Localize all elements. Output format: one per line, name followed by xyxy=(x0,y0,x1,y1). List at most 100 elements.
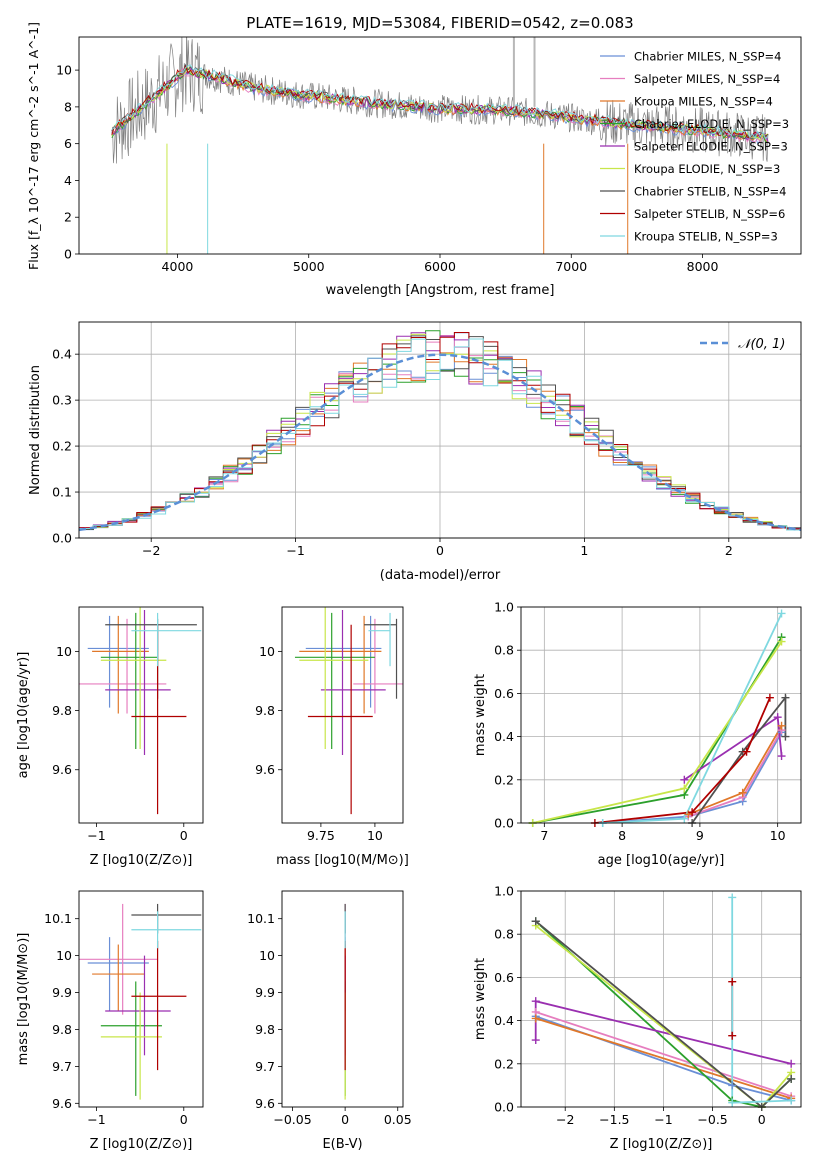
x-tick-label: 0 xyxy=(341,1112,349,1127)
legend-entry: Chabrier ELODIE, N_SSP=3 xyxy=(634,117,789,131)
y-tick-label: 0.2 xyxy=(52,439,72,454)
weight-marker xyxy=(777,752,786,761)
y-tick-label: 4 xyxy=(64,173,72,188)
y-tick-label: 9.6 xyxy=(255,762,275,777)
y-tick-label: 9.9 xyxy=(52,985,72,1000)
plot-area xyxy=(79,330,801,532)
axes-frame xyxy=(78,890,204,1108)
y-tick-label: 10.1 xyxy=(247,911,275,926)
y-tick-label: 10 xyxy=(259,948,275,963)
y-tick-label: 9.9 xyxy=(255,985,275,1000)
panel-age_vs_mass: 9.75 10 9.6 9.8 10 mass [log10(M/M⊙)] xyxy=(255,606,409,868)
weight-marker xyxy=(787,1059,796,1068)
weight-line xyxy=(535,920,792,1107)
y-tick-label: 0.2 xyxy=(494,1056,514,1071)
x-axis-label: E(B-V) xyxy=(322,1137,362,1152)
y-tick-label: 0.0 xyxy=(494,816,514,831)
x-tick-label: 7000 xyxy=(555,259,587,274)
weight-line xyxy=(602,731,783,823)
weight-marker xyxy=(728,893,737,902)
y-tick-label: 0.1 xyxy=(52,485,72,500)
weight-marker xyxy=(742,747,751,756)
weight-line xyxy=(535,1017,792,1100)
y-tick-label: 0.4 xyxy=(494,729,514,744)
weight-marker xyxy=(777,609,786,618)
weight-marker xyxy=(531,917,540,926)
axes-frame xyxy=(281,606,404,824)
plot-area xyxy=(111,37,769,254)
y-tick-label: 10 xyxy=(56,948,72,963)
x-tick-label: 5000 xyxy=(293,259,325,274)
x-tick-label: 0 xyxy=(180,1112,188,1127)
legend-entry: Salpeter ELODIE, N_SSP=3 xyxy=(634,140,788,154)
x-tick-label: 8000 xyxy=(687,259,719,274)
y-tick-label: 9.6 xyxy=(52,1096,72,1111)
y-tick-label: 9.8 xyxy=(255,1022,275,1037)
weight-marker xyxy=(728,1081,737,1090)
x-tick-label: −0.05 xyxy=(273,1112,311,1127)
chart-title: PLATE=1619, MJD=53084, FIBERID=0542, z=0… xyxy=(246,14,633,32)
x-axis-label: age [log10(age/yr)] xyxy=(598,853,725,868)
x-axis-label: Z [log10(Z/Z⊙)] xyxy=(610,1137,713,1152)
y-axis-label: Flux [f_λ 10^-17 erg cm^-2 s^-1 A^-1] xyxy=(26,22,41,270)
weight-marker xyxy=(777,637,786,646)
x-tick-label: 10 xyxy=(770,828,786,843)
weight-marker xyxy=(728,1098,737,1107)
x-tick-label: −1 xyxy=(87,828,105,843)
axes-frame xyxy=(281,890,404,1108)
legend-entry: Kroupa ELODIE, N_SSP=3 xyxy=(634,162,780,176)
legend-entry: 𝒩(0, 1) xyxy=(738,337,785,352)
plot-area xyxy=(79,607,202,815)
y-axis-label: mass weight xyxy=(473,958,488,1040)
x-tick-label: −1 xyxy=(286,543,304,558)
y-tick-label: 0.8 xyxy=(494,927,514,942)
y-tick-label: 9.7 xyxy=(255,1059,275,1074)
x-tick-label: −0.5 xyxy=(697,1112,727,1127)
legend-entry: Kroupa STELIB, N_SSP=3 xyxy=(634,230,778,244)
y-tick-label: 10 xyxy=(56,63,72,78)
legend-entry: Salpeter MILES, N_SSP=4 xyxy=(634,72,780,86)
weight-line xyxy=(594,697,771,823)
x-tick-label: 10 xyxy=(367,828,383,843)
y-tick-label: 0.6 xyxy=(494,686,514,701)
axes-frame xyxy=(78,321,802,539)
x-axis-label: Z [log10(Z/Z⊙)] xyxy=(90,853,193,868)
axes-frame xyxy=(520,606,802,824)
x-tick-label: 0.05 xyxy=(384,1112,412,1127)
plot-area xyxy=(532,613,787,823)
weight-marker xyxy=(787,1096,796,1105)
weight-marker xyxy=(688,808,697,817)
y-tick-label: 0.4 xyxy=(494,1013,514,1028)
y-axis-label: mass [log10(M/M⊙)] xyxy=(16,933,31,1066)
x-tick-label: 0 xyxy=(436,543,444,558)
panel-age_vs_z: −1 0 9.6 9.8 10 Z [log10(Z/Z⊙)] age [log10(age… xyxy=(16,606,204,868)
weight-line xyxy=(683,715,783,781)
panel-mass_vs_ebv: −0.05 0 0.05 9.6 9.7 9.8 9.9 10 10.1 E(B-V) xyxy=(247,890,412,1152)
x-tick-label: 6000 xyxy=(424,259,456,274)
x-axis-label: (data-model)/error xyxy=(380,568,501,583)
y-tick-label: 0.6 xyxy=(494,970,514,985)
legend-entry: Kroupa MILES, N_SSP=4 xyxy=(634,95,773,109)
panel-spectrum: 4000 5000 6000 7000 8000 0 2 4 6 8 10 PLATE=1619, M… xyxy=(26,14,802,298)
weight-marker xyxy=(531,1036,540,1045)
panel-mass_vs_z: −1 0 9.6 9.7 9.8 9.9 10 10.1 Z [log10(Z/Z⊙)] mass… xyxy=(16,890,204,1152)
y-tick-label: 9.8 xyxy=(52,1022,72,1037)
x-axis-label: wavelength [Angstrom, rest frame] xyxy=(326,283,555,298)
axes-frame xyxy=(520,890,802,1108)
y-axis-label: Normed distribution xyxy=(28,365,43,495)
x-tick-label: 0 xyxy=(180,828,188,843)
x-tick-label: 8 xyxy=(618,828,626,843)
weight-marker xyxy=(531,1014,540,1023)
x-tick-label: 9.75 xyxy=(307,828,335,843)
axes-frame xyxy=(78,606,204,824)
weight-marker xyxy=(738,788,747,797)
histogram-series xyxy=(79,332,801,530)
x-tick-label: 1 xyxy=(580,543,588,558)
weight-marker xyxy=(781,693,790,702)
x-tick-label: 7 xyxy=(540,828,548,843)
y-tick-label: 9.8 xyxy=(255,703,275,718)
y-tick-label: 2 xyxy=(64,210,72,225)
y-tick-label: 0.3 xyxy=(52,393,72,408)
model-spectrum xyxy=(111,64,769,140)
